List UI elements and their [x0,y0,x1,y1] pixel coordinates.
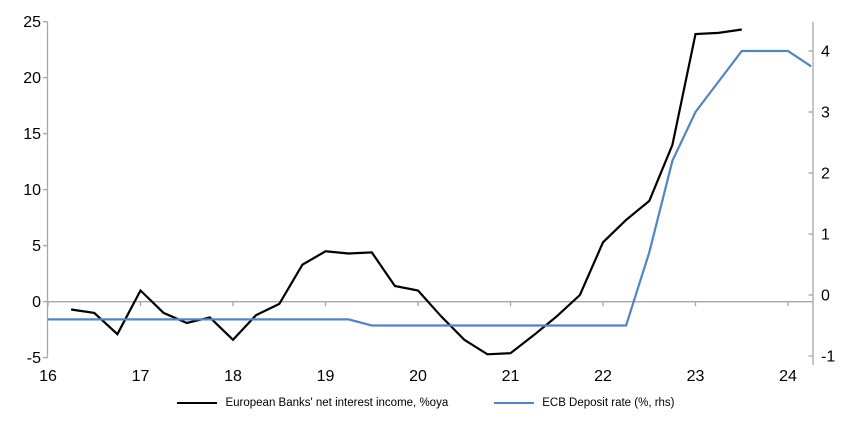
x-axis: 16 17 18 19 20 21 22 23 24 [39,301,797,385]
y-axis-right: 4 3 2 1 0 -1 [808,21,835,366]
svg-text:5: 5 [32,238,41,255]
svg-text:4: 4 [821,44,830,61]
y-axis-left: 25 20 15 10 5 0 -5 [23,14,49,367]
net-interest-income-line-swatch [177,402,218,404]
svg-text:19: 19 [317,368,335,385]
svg-text:16: 16 [39,368,57,385]
svg-text:2: 2 [821,166,830,183]
legend: European Banks' net interest income, %oy… [0,391,852,415]
svg-text:25: 25 [23,14,41,31]
ecb-deposit-rate-line-swatch [494,402,535,404]
svg-text:21: 21 [502,368,520,385]
ecb-deposit-rate-legend-label: ECB Deposit rate (%, rhs) [542,397,675,409]
svg-text:20: 20 [409,368,427,385]
svg-text:17: 17 [132,368,150,385]
svg-text:0: 0 [32,294,41,311]
svg-text:10: 10 [23,182,41,199]
legend-item-ecb-deposit-rate: ECB Deposit rate (%, rhs) [494,397,675,409]
series-net-interest-income [70,28,742,356]
svg-text:20: 20 [23,70,41,87]
svg-text:1: 1 [821,227,830,244]
svg-text:24: 24 [779,368,797,385]
svg-text:0: 0 [821,288,830,305]
legend-item-net-interest-income: European Banks' net interest income, %oy… [177,397,448,409]
svg-text:18: 18 [224,368,242,385]
svg-text:-1: -1 [821,349,835,366]
net-interest-income-legend-label: European Banks' net interest income, %oy… [225,397,449,409]
svg-text:15: 15 [23,126,41,143]
svg-text:23: 23 [687,368,705,385]
series-ecb-deposit-rate [48,49,812,327]
svg-text:22: 22 [594,368,612,385]
svg-text:-5: -5 [27,350,41,367]
svg-text:3: 3 [821,105,830,122]
